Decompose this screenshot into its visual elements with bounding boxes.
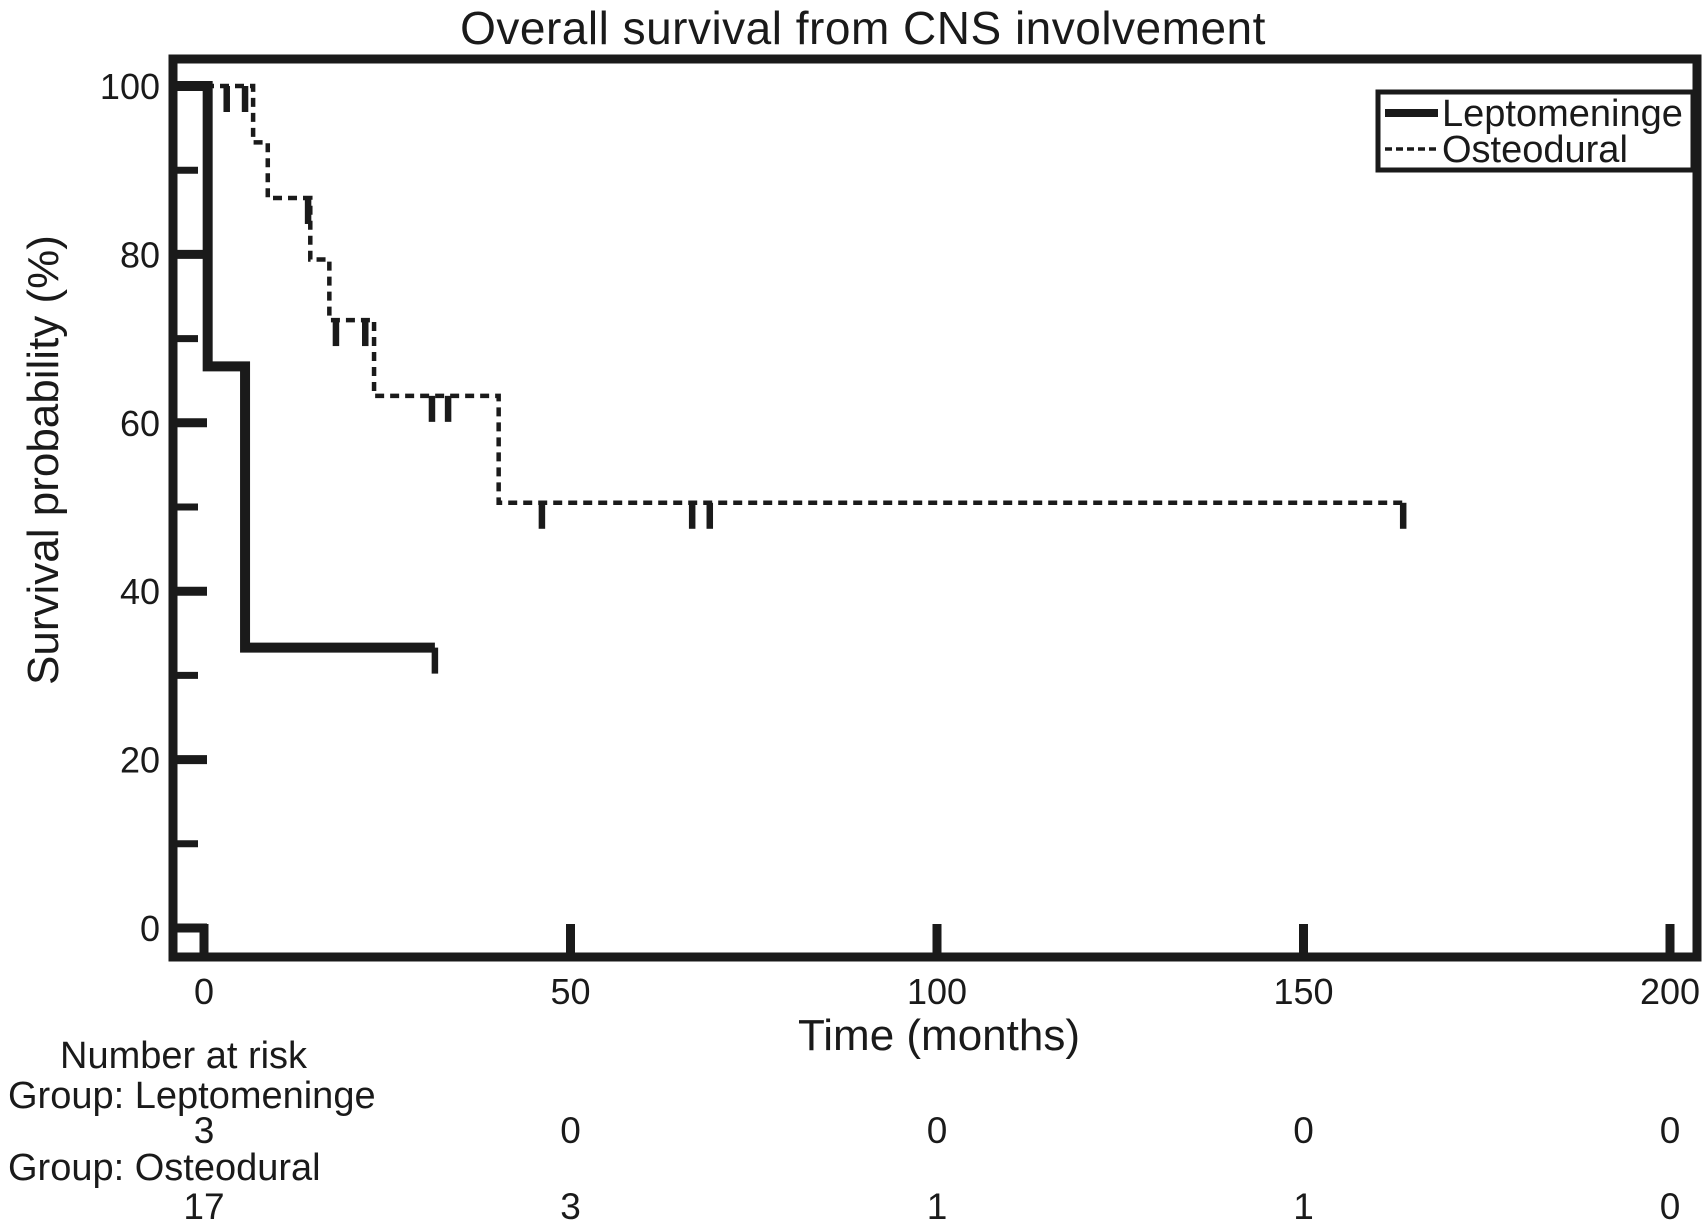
legend-box [1375,89,1696,173]
y-tick-label: 100 [100,66,160,107]
x-tick-label: 50 [550,971,590,1012]
at-risk-count: 1 [1293,1186,1314,1227]
x-tick-label: 0 [194,971,214,1012]
x-tick-label: 200 [1640,971,1700,1012]
at-risk-header: Number at risk [60,1035,308,1077]
at-risk-count: 0 [560,1110,581,1151]
x-tick-label: 100 [907,971,967,1012]
legend: Leptomeninge Osteodural [1375,89,1696,173]
axis-ticks [177,81,1675,953]
chart-title: Overall survival from CNS involvement [460,2,1266,54]
at-risk-count: 3 [194,1110,215,1151]
at-risk-count: 0 [927,1110,948,1151]
at-risk-count: 0 [1660,1110,1681,1151]
y-tick-label: 20 [120,740,160,781]
y-tick-label: 0 [140,908,160,949]
y-tick-label: 60 [120,403,160,444]
x-tick-label: 150 [1273,971,1333,1012]
curve-leptomeninge [175,81,435,653]
legend-label-osteodural: Osteodural [1442,129,1628,171]
at-risk-count: 0 [1660,1186,1681,1227]
curve-osteodural [175,83,1404,506]
at-risk-count: 1 [927,1186,948,1227]
at-risk-count: 17 [183,1186,224,1227]
at-risk-row-leptomeninge: 3 0 0 0 0 [194,1110,1681,1151]
y-axis-label: Survival probability (%) [19,235,68,685]
axis-tick-labels: 0 50 100 150 200 0 20 40 60 80 100 [100,66,1700,1012]
at-risk-count: 0 [1293,1110,1314,1151]
x-axis-label: Time (months) [798,1011,1080,1060]
at-risk-group-label-leptomeninge: Group: Leptomeninge [8,1075,376,1117]
at-risk-row-osteodural: 17 3 1 1 0 [183,1186,1680,1227]
at-risk-count: 3 [560,1186,581,1227]
legend-label-leptomeninge: Leptomeninge [1442,93,1683,135]
survival-curves [175,81,1407,674]
number-at-risk-table: Number at risk Group: Leptomeninge 3 0 0 0 0… [8,1035,1680,1227]
y-tick-label: 80 [120,234,160,275]
y-tick-label: 40 [120,571,160,612]
at-risk-group-label-osteodural: Group: Osteodural [8,1147,321,1189]
plot-frame [168,54,1702,962]
